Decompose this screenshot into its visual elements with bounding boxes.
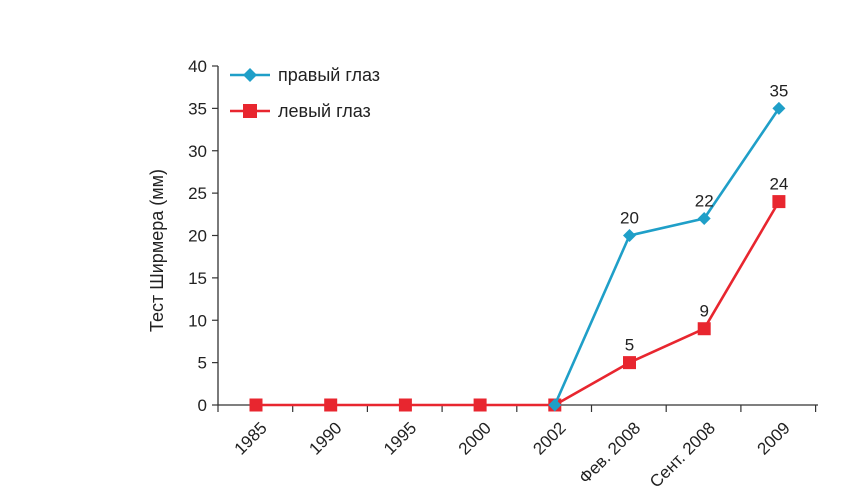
data-point-marker [772, 101, 786, 115]
y-axis-title: Тест Ширмера (мм) [147, 169, 167, 332]
y-tick-label: 0 [198, 396, 207, 415]
y-tick-label: 15 [188, 269, 207, 288]
x-ticks: 1985 1990 1995 2000 2002 Фев. 2008 Сент. 2008 2… [217, 405, 817, 491]
data-point-marker [697, 212, 711, 226]
legend-marker [243, 104, 257, 118]
legend-label: левый глаз [278, 101, 371, 121]
x-tick-label: Сент. 2008 [646, 418, 719, 491]
x-tick-label: 1985 [231, 418, 271, 458]
x-tick-label: 1990 [305, 418, 345, 458]
x-tick-label: 2000 [455, 418, 495, 458]
series-line [553, 107, 780, 406]
x-tick-label: 1995 [380, 418, 420, 458]
data-point-marker [249, 398, 263, 412]
data-point-marker [548, 398, 562, 412]
legend-marker [243, 68, 257, 82]
data-label: 35 [769, 81, 788, 100]
data-label: 24 [769, 175, 788, 194]
y-tick-label: 20 [188, 227, 207, 246]
x-tick-label: 2002 [529, 418, 569, 458]
data-point-marker [473, 398, 487, 412]
data-point-marker [623, 356, 636, 370]
x-tick-label: Фев. 2008 [575, 418, 644, 487]
data-point-marker [623, 229, 636, 242]
y-tick-label: 10 [188, 311, 207, 330]
y-tick-label: 30 [188, 142, 207, 161]
data-label: 20 [620, 209, 639, 228]
x-tick-label: 2009 [754, 418, 794, 458]
data-point-marker [697, 322, 711, 336]
data-label: 5 [625, 336, 634, 355]
data-point-marker [398, 398, 412, 412]
legend: правый глаз левый глаз [230, 65, 380, 121]
legend-label: правый глаз [278, 65, 380, 85]
y-tick-label: 40 [188, 57, 207, 76]
data-label: 9 [699, 302, 708, 321]
y-tick-label: 35 [188, 99, 207, 118]
series-layer: 20 22 35 5 9 24 [249, 81, 788, 412]
y-tick-label: 25 [188, 184, 207, 203]
series-line [256, 200, 781, 407]
y-tick-label: 5 [198, 354, 207, 373]
y-ticks: 0 5 10 15 20 25 30 35 40 [188, 57, 218, 415]
data-point-marker [324, 398, 338, 412]
data-label: 22 [695, 192, 714, 211]
data-point-marker [772, 195, 786, 209]
